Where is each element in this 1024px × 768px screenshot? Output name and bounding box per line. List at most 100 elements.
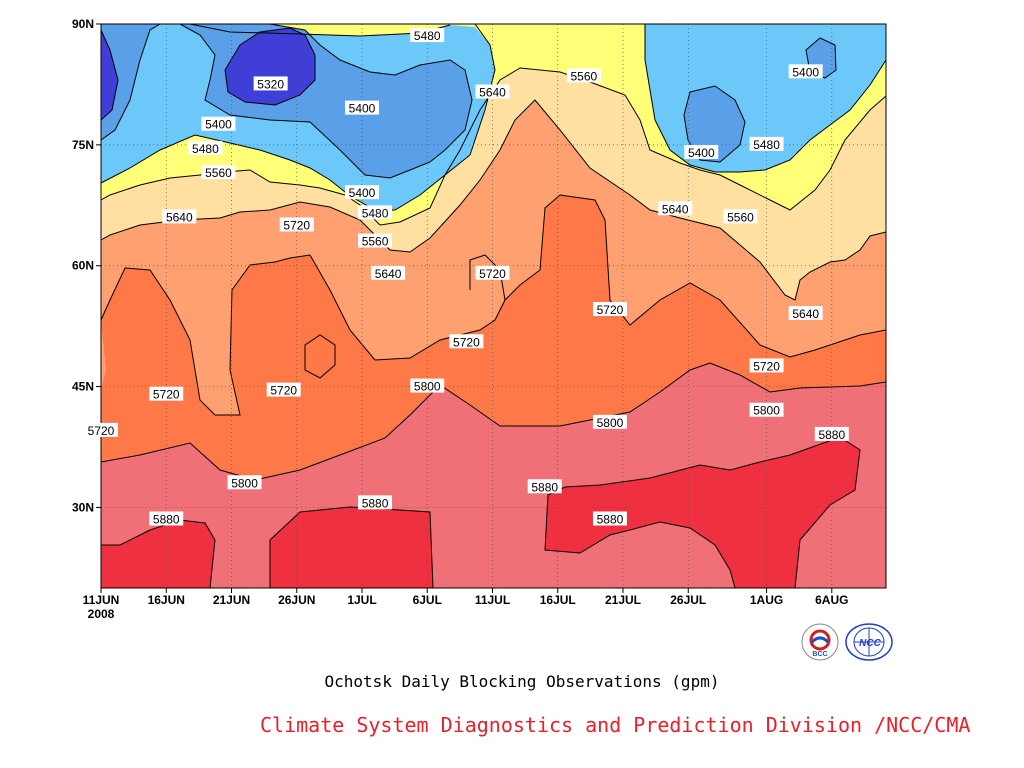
y-tick-label: 75N <box>72 138 94 152</box>
contour-label-text: 5800 <box>597 416 624 430</box>
contour-label: 5880 <box>814 426 849 442</box>
contour-label-text: 5720 <box>283 218 310 232</box>
ncc-logo-text: NCC <box>859 638 881 649</box>
contour-label-text: 5640 <box>479 85 506 99</box>
contour-label-text: 5880 <box>818 428 845 442</box>
contour-label: 5480 <box>358 205 393 220</box>
contour-label-text: 5400 <box>349 186 376 200</box>
contour-label: 5880 <box>149 511 184 527</box>
contour-label: 5640 <box>162 209 197 224</box>
contour-label: 5320 <box>253 76 288 91</box>
x-year-label: 2008 <box>88 607 115 621</box>
contour-label-text: 5560 <box>362 235 389 249</box>
x-tick-label: 1JUL <box>347 593 376 607</box>
contour-labels: 5480 5320 5400 5640 5560 5400 5400 5480 5400 5480… <box>84 28 849 527</box>
x-tick-label: 16JUL <box>540 593 576 607</box>
contour-label-text: 5560 <box>727 210 754 224</box>
contour-label: 5560 <box>566 68 601 83</box>
contour-label-text: 5720 <box>153 388 180 402</box>
contour-label: 5640 <box>475 84 510 99</box>
contour-label-text: 5640 <box>375 267 402 281</box>
contour-label-text: 5400 <box>349 102 376 116</box>
contour-label-text: 5720 <box>479 267 506 281</box>
contour-label-text: 5880 <box>531 480 558 494</box>
contour-label-text: 5800 <box>414 380 441 394</box>
contour-label: 5880 <box>592 511 627 527</box>
contour-label: 5480 <box>188 140 223 156</box>
contour-label-text: 5880 <box>597 513 624 527</box>
contour-label-text: 5720 <box>88 424 115 438</box>
band-5320-below <box>101 28 315 120</box>
x-tick-label: 1AUG <box>750 593 783 607</box>
x-tick-label: 16JUN <box>148 593 185 607</box>
x-tick-label: 21JUL <box>605 593 641 607</box>
contour-label: 5400 <box>201 116 236 132</box>
x-tick-label: 26JUN <box>278 593 315 607</box>
contour-label-text: 5480 <box>414 29 441 43</box>
contour-label: 5800 <box>749 402 784 418</box>
contour-label-text: 5320 <box>257 77 284 91</box>
contour-label-text: 5560 <box>570 69 597 83</box>
contour-label-text: 5800 <box>753 404 780 418</box>
contour-label: 5720 <box>149 386 184 402</box>
contour-label: 5640 <box>658 201 693 216</box>
contour-label-text: 5800 <box>231 476 258 490</box>
x-tick-label: 6AUG <box>815 593 848 607</box>
y-tick-label: 30N <box>72 500 94 514</box>
y-axis: 30N 45N 60N 75N 90N <box>72 17 101 514</box>
contour-label-text: 5400 <box>688 146 715 160</box>
contour-label: 5640 <box>788 306 823 321</box>
contour-label-text: 5640 <box>166 210 193 224</box>
plot-frame <box>100 23 887 589</box>
contour-label: 5880 <box>358 495 393 510</box>
contour-label-text: 5640 <box>662 202 689 216</box>
contour-label-text: 5720 <box>453 335 480 349</box>
ncc-logo-icon: NCC <box>845 623 893 661</box>
x-tick-label: 11JUL <box>475 593 510 607</box>
x-axis: 11JUN 16JUN 21JUN 26JUN 1JUL 6JUL 11JUL 16JUL 21… <box>83 588 848 621</box>
contour-label: 5720 <box>749 358 784 373</box>
contour-label: 5560 <box>201 165 236 180</box>
contour-label: 5800 <box>592 414 627 430</box>
contour-label: 5560 <box>358 233 393 249</box>
credit-line: Climate System Diagnostics and Predictio… <box>260 713 971 737</box>
contour-label-text: 5880 <box>362 496 389 510</box>
grid-lines <box>101 24 886 588</box>
contour-label: 5720 <box>266 382 301 398</box>
contour-label-text: 5720 <box>753 359 780 373</box>
contour-label: 5400 <box>345 185 379 200</box>
contour-label-text: 5480 <box>192 142 219 156</box>
contour-label: 5640 <box>371 265 406 281</box>
x-tick-label: 6JUL <box>413 593 442 607</box>
contour-label: 5560 <box>723 209 758 224</box>
contour-fills <box>101 24 886 588</box>
contour-label-text: 5480 <box>753 138 780 152</box>
contour-label-text: 5720 <box>270 384 297 398</box>
contour-label-text: 5400 <box>792 65 819 79</box>
contour-label: 5800 <box>410 378 445 394</box>
x-tick-label: 21JUN <box>213 593 250 607</box>
contour-label: 5720 <box>475 265 510 281</box>
contour-label-text: 5880 <box>153 513 180 527</box>
contour-label: 5480 <box>410 28 445 43</box>
chart-subtitle: Ochotsk Daily Blocking Observations (gpm… <box>324 672 720 691</box>
y-tick-label: 45N <box>72 380 94 394</box>
y-tick-label: 60N <box>72 259 94 273</box>
x-tick-label: 11JUN <box>83 593 120 607</box>
contour-label: 5400 <box>788 64 823 79</box>
bcc-logo-icon: BCC <box>801 623 839 661</box>
bcc-logo-text: BCC <box>812 651 827 658</box>
contour-label: 5720 <box>84 422 118 438</box>
contour-label: 5480 <box>749 136 784 152</box>
x-tick-label: 26JUL <box>670 593 706 607</box>
contour-label: 5720 <box>449 334 484 349</box>
contour-label-text: 5560 <box>205 166 232 180</box>
contour-label-text: 5640 <box>792 307 819 321</box>
contour-label-text: 5720 <box>597 303 624 317</box>
contour-label: 5720 <box>592 302 627 317</box>
contour-label: 5400 <box>345 100 379 116</box>
y-tick-label: 90N <box>72 17 94 31</box>
contour-label: 5720 <box>279 217 314 232</box>
contour-label-text: 5400 <box>205 118 232 132</box>
